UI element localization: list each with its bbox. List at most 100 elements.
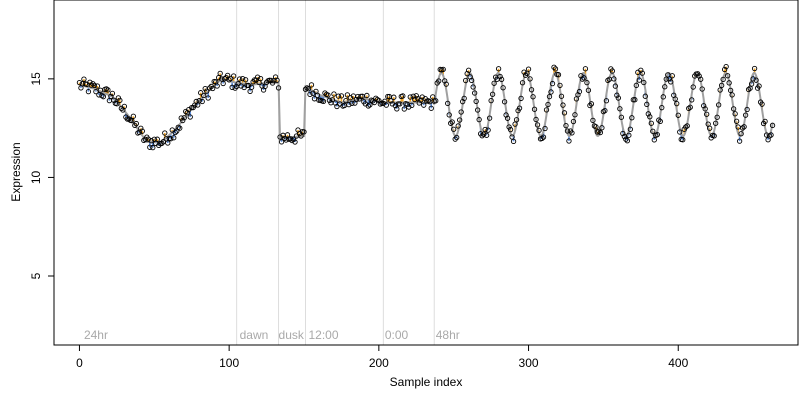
- data-point-449: [748, 81, 755, 87]
- data-point-438: [732, 111, 738, 117]
- data-point-415: [698, 76, 704, 82]
- data-point-139: [284, 132, 291, 138]
- data-point-371: [632, 97, 638, 103]
- data-point-27: [117, 97, 123, 104]
- data-point-153: [305, 86, 312, 92]
- data-point-347: [596, 128, 602, 134]
- data-point-74: [187, 114, 193, 120]
- data-point-324: [561, 110, 568, 116]
- data-point-330: [570, 118, 577, 125]
- data-point-329: [569, 130, 575, 136]
- data-point-436: [729, 92, 735, 98]
- data-point-72: [184, 110, 190, 116]
- data-point-63: [171, 135, 177, 141]
- data-point-185: [353, 96, 360, 103]
- fitted-line: [79, 72, 774, 143]
- data-point-447: [745, 86, 752, 93]
- data-point-433: [724, 73, 731, 79]
- data-point-166: [325, 92, 331, 98]
- data-point-374: [636, 77, 642, 83]
- data-point-362: [618, 114, 625, 120]
- data-point-439: [733, 118, 740, 124]
- data-point-16: [100, 94, 107, 100]
- data-point-244: [442, 78, 448, 84]
- data-point-419: [704, 111, 710, 117]
- data-point-426: [714, 114, 720, 120]
- data-point-462: [768, 132, 774, 138]
- data-point-338: [582, 66, 589, 72]
- data-point-451: [751, 65, 758, 72]
- data-point-318: [552, 66, 559, 72]
- data-point-390: [660, 94, 666, 100]
- annotation-label-5: 48hr: [436, 328, 460, 342]
- data-point-255: [458, 109, 464, 115]
- data-point-303: [530, 94, 536, 100]
- data-point-249: [449, 119, 455, 125]
- data-point-337: [581, 75, 587, 81]
- data-point-172: [334, 103, 340, 110]
- data-point-13: [96, 92, 102, 98]
- data-point-12: [94, 83, 101, 89]
- data-point-356: [609, 68, 616, 74]
- data-point-265: [473, 98, 479, 105]
- data-point-263: [470, 84, 476, 90]
- data-point-109: [239, 75, 246, 82]
- data-point-103: [230, 73, 237, 79]
- data-point-10: [91, 82, 98, 89]
- data-point-180: [346, 101, 352, 108]
- data-point-258: [463, 77, 469, 84]
- data-point-384: [651, 137, 657, 143]
- data-point-246: [445, 100, 451, 107]
- data-point-175: [338, 93, 345, 99]
- data-point-81: [198, 90, 204, 96]
- data-point-22: [109, 90, 116, 97]
- data-point-121: [257, 75, 264, 82]
- data-point-307: [536, 127, 542, 134]
- data-point-435: [727, 87, 734, 94]
- data-point-133: [275, 85, 282, 91]
- data-point-144: [292, 139, 298, 145]
- data-point-391: [662, 84, 668, 90]
- data-point-388: [657, 118, 663, 125]
- data-point-247: [446, 112, 452, 118]
- data-point-205: [383, 102, 389, 108]
- data-point-273: [485, 127, 491, 133]
- data-point-340: [585, 87, 592, 93]
- data-point-9: [90, 81, 96, 87]
- data-point-452: [753, 77, 759, 83]
- data-point-240: [436, 78, 442, 84]
- data-point-312: [543, 107, 550, 113]
- data-point-342: [588, 101, 595, 107]
- data-point-357: [611, 76, 617, 82]
- data-point-243: [440, 66, 446, 73]
- data-point-151: [302, 86, 309, 92]
- y-axis-title: Expression: [9, 142, 23, 201]
- data-point-434: [726, 80, 732, 86]
- data-point-3: [81, 76, 87, 82]
- plot-frame: [53, 0, 799, 346]
- data-point-286: [504, 115, 511, 121]
- data-point-6: [85, 89, 92, 95]
- data-point-225: [413, 93, 419, 99]
- data-point-352: [603, 98, 610, 104]
- data-point-47: [147, 144, 153, 150]
- data-point-111: [242, 77, 249, 83]
- data-point-417: [701, 103, 707, 109]
- data-point-401: [677, 129, 683, 135]
- data-point-42: [139, 128, 145, 134]
- data-point-363: [620, 130, 626, 137]
- data-point-304: [531, 106, 538, 112]
- data-point-305: [533, 116, 539, 123]
- data-point-366: [624, 138, 630, 144]
- data-point-223: [410, 93, 416, 99]
- data-point-194: [367, 102, 373, 108]
- data-point-378: [642, 93, 648, 99]
- data-point-386: [654, 131, 660, 138]
- data-point-64: [172, 129, 178, 136]
- data-point-321: [557, 82, 563, 89]
- data-point-382: [648, 120, 654, 126]
- data-point-132: [274, 77, 280, 83]
- data-point-369: [629, 115, 635, 121]
- data-point-257: [461, 95, 467, 102]
- data-point-399: [674, 100, 680, 107]
